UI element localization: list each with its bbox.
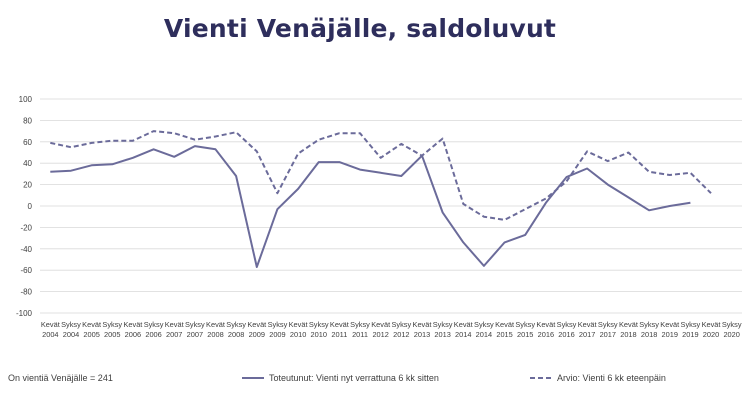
y-tick-label: 40 <box>23 159 32 168</box>
x-tick-label: Kevät <box>206 320 225 329</box>
y-tick-label: 20 <box>23 181 32 190</box>
x-tick-label: 2015 <box>496 330 512 339</box>
y-axis: -100 -80 -60 -40 -20 0 20 40 60 80 100 <box>16 95 33 318</box>
y-tick-label: -100 <box>16 309 33 318</box>
x-tick-label: 2004 <box>63 330 79 339</box>
x-tick-label: Syksy <box>681 320 701 329</box>
x-tick-label: Syksy <box>144 320 164 329</box>
x-tick-label: 2008 <box>207 330 223 339</box>
x-tick-label: 2018 <box>620 330 636 339</box>
x-tick-label: Syksy <box>185 320 205 329</box>
x-tick-label: 2014 <box>476 330 492 339</box>
legend-label: Arvio: Vienti 6 kk eteenpäin <box>557 373 666 383</box>
x-tick-label: 2016 <box>538 330 554 339</box>
legend: Toteutunut: Vienti nyt verrattuna 6 kk s… <box>242 373 666 383</box>
x-tick-label: 2005 <box>83 330 99 339</box>
x-tick-label: 2014 <box>455 330 471 339</box>
x-tick-label: Syksy <box>722 320 742 329</box>
x-tick-label: 2011 <box>352 330 368 339</box>
x-tick-label: Syksy <box>557 320 577 329</box>
actual-series-line <box>50 145 691 268</box>
x-tick-label: Syksy <box>309 320 329 329</box>
y-tick-label: 60 <box>23 138 32 147</box>
x-axis: Kevät2004Syksy2004Kevät2005Syksy2005Kevä… <box>41 320 742 339</box>
x-tick-label: 2020 <box>723 330 739 339</box>
x-tick-label: 2012 <box>393 330 409 339</box>
y-tick-label: 100 <box>19 95 33 104</box>
x-tick-label: Kevät <box>289 320 308 329</box>
x-tick-label: Syksy <box>391 320 411 329</box>
x-tick-label: Kevät <box>454 320 473 329</box>
x-tick-label: Kevät <box>495 320 514 329</box>
x-tick-label: 2011 <box>331 330 347 339</box>
x-tick-label: 2019 <box>662 330 678 339</box>
x-tick-label: 2015 <box>517 330 533 339</box>
x-tick-label: Syksy <box>226 320 246 329</box>
x-tick-label: 2017 <box>579 330 595 339</box>
series-lines <box>50 130 712 268</box>
sample-size-note: On vientiä Venäjälle = 241 <box>8 373 113 383</box>
x-tick-label: Kevät <box>247 320 266 329</box>
x-tick-label: 2009 <box>269 330 285 339</box>
x-tick-label: 2008 <box>228 330 244 339</box>
x-tick-label: Syksy <box>515 320 535 329</box>
x-tick-label: 2013 <box>414 330 430 339</box>
y-tick-label: 0 <box>28 202 33 211</box>
x-tick-label: 2009 <box>249 330 265 339</box>
legend-label: Toteutunut: Vienti nyt verrattuna 6 kk s… <box>269 373 439 383</box>
x-tick-label: 2013 <box>434 330 450 339</box>
x-tick-label: 2006 <box>125 330 141 339</box>
chart-title: Vienti Venäjälle, saldoluvut <box>163 14 557 43</box>
x-tick-label: Kevät <box>536 320 555 329</box>
y-tick-label: -40 <box>20 245 32 254</box>
x-tick-label: Kevät <box>578 320 597 329</box>
x-tick-label: Syksy <box>61 320 81 329</box>
x-tick-label: Syksy <box>102 320 122 329</box>
y-tick-label: -80 <box>20 288 32 297</box>
grid <box>40 98 742 314</box>
x-tick-label: 2010 <box>311 330 327 339</box>
y-tick-label: 80 <box>23 116 32 125</box>
x-tick-label: Kevät <box>82 320 101 329</box>
x-tick-label: Syksy <box>639 320 659 329</box>
x-tick-label: Kevät <box>165 320 184 329</box>
x-tick-label: Kevät <box>619 320 638 329</box>
x-tick-label: 2006 <box>145 330 161 339</box>
x-tick-label: 2017 <box>600 330 616 339</box>
x-tick-label: 2004 <box>42 330 58 339</box>
x-tick-label: 2018 <box>641 330 657 339</box>
x-tick-label: Syksy <box>268 320 288 329</box>
x-tick-label: Kevät <box>660 320 679 329</box>
x-tick-label: Kevät <box>371 320 390 329</box>
x-tick-label: Syksy <box>474 320 494 329</box>
x-tick-label: 2019 <box>682 330 698 339</box>
x-tick-label: 2005 <box>104 330 120 339</box>
x-tick-label: 2020 <box>703 330 719 339</box>
x-tick-label: Syksy <box>598 320 618 329</box>
x-tick-label: Syksy <box>350 320 370 329</box>
x-tick-label: Kevät <box>123 320 142 329</box>
x-tick-label: Kevät <box>330 320 349 329</box>
y-tick-label: -20 <box>20 223 32 232</box>
x-tick-label: 2012 <box>372 330 388 339</box>
x-tick-label: 2007 <box>166 330 182 339</box>
x-tick-label: 2010 <box>290 330 306 339</box>
x-tick-label: 2016 <box>558 330 574 339</box>
x-tick-label: Kevät <box>413 320 432 329</box>
x-tick-label: 2007 <box>187 330 203 339</box>
x-tick-label: Syksy <box>433 320 453 329</box>
y-tick-label: -60 <box>20 266 32 275</box>
estimate-series-line <box>50 130 712 221</box>
x-tick-label: Kevät <box>702 320 721 329</box>
x-tick-label: Kevät <box>41 320 60 329</box>
